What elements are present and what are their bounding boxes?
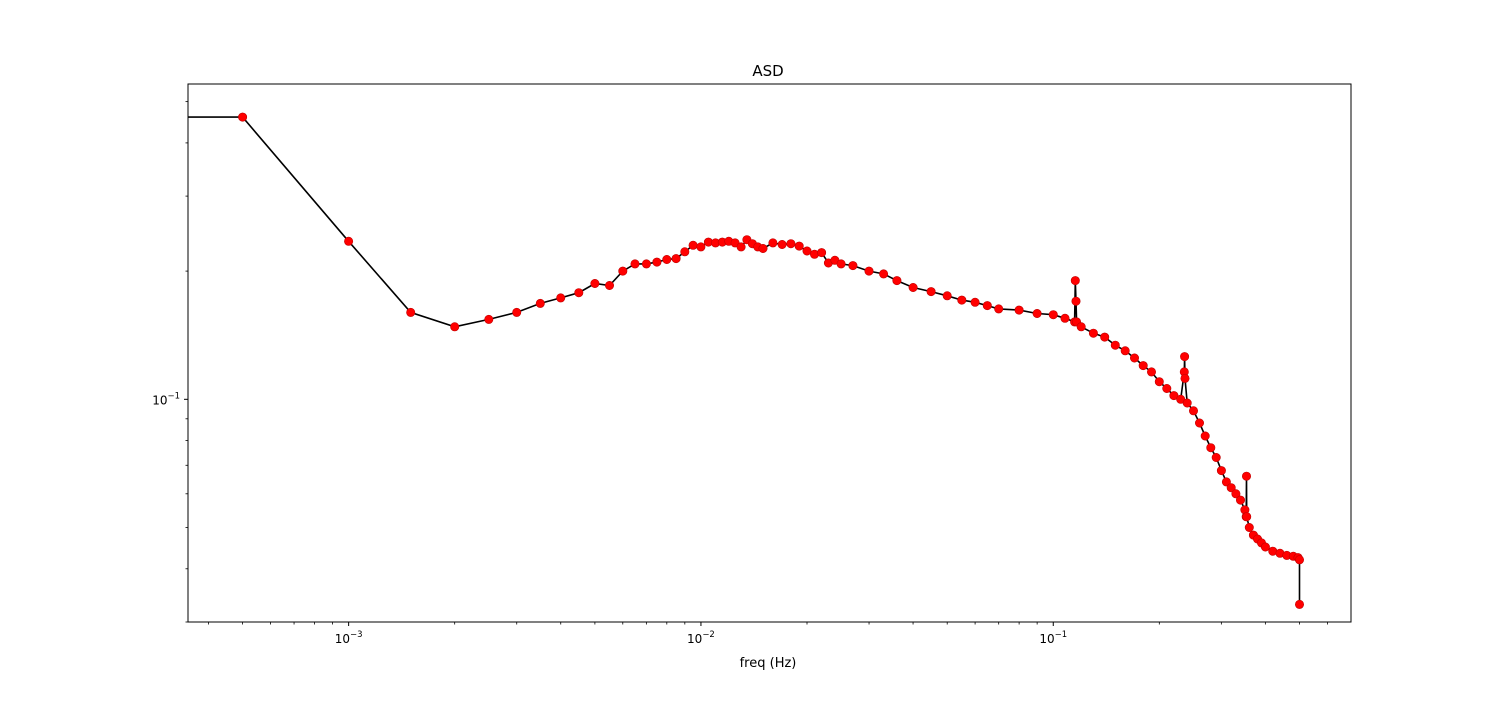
data-point [484,314,494,324]
data-point [768,238,778,248]
data-point [574,288,584,298]
data-point [1226,483,1236,493]
data-point [1195,418,1205,428]
data-point [1180,373,1190,383]
data-point [926,287,936,297]
data-point [1014,305,1024,315]
data-point [864,266,874,276]
data-point [1147,367,1157,377]
data-point [1071,296,1081,306]
data-point [1206,443,1216,453]
data-point [879,269,889,279]
data-point [1236,495,1246,505]
data-point [817,248,827,258]
data-point [1100,332,1110,342]
data-point [652,257,662,267]
y-tick-label: 10−1 [152,391,180,407]
plot-area [188,112,1305,609]
data-point [1244,522,1254,532]
data-point [1242,512,1252,522]
data-point [641,259,651,269]
data-point [908,282,918,292]
data-point [662,255,672,265]
data-point [1169,391,1179,401]
data-point [512,307,522,317]
data-point [1295,599,1305,609]
data-point [1182,398,1192,408]
data-point [1138,361,1148,371]
data-point [590,278,600,288]
data-point [786,239,796,249]
data-point [1242,471,1252,481]
data-point [802,246,812,256]
data-point [1221,477,1231,487]
data-point [836,259,846,269]
x-tick-label: 10−2 [687,630,715,646]
data-point [238,112,248,122]
data-point [1032,308,1042,318]
data-point [696,242,706,252]
data-point [892,276,902,286]
data-point [450,322,460,332]
data-point [736,242,746,252]
data-point [406,307,416,317]
data-point [1120,346,1130,356]
data-point [556,293,566,303]
data-point [671,254,681,264]
data-point [688,240,698,250]
x-axis: 10−3 10−2 10−1 [208,622,1328,646]
data-point [777,240,787,250]
data-point [1088,328,1098,338]
x-tick-label: 10−1 [1039,630,1067,646]
data-point [1189,406,1199,416]
data-point [1130,353,1140,363]
data-point [1076,322,1086,332]
data-point [1231,489,1241,499]
data-point [1070,276,1080,286]
data-point [1216,466,1226,476]
axes-frame [187,83,1352,623]
data-point [994,304,1004,314]
data-point [982,301,992,311]
data-point [1180,352,1190,362]
data-point [680,247,690,257]
x-axis-label: freq (Hz) [740,656,797,671]
data-point [535,298,545,308]
data-point [1162,383,1172,393]
data-point [970,297,980,307]
data-point [630,259,640,269]
data-point [794,241,804,251]
data-point [1048,310,1058,320]
data-point [604,280,614,290]
y-axis: 10−1 [152,101,188,623]
data-point [618,266,628,276]
chart-title: ASD [752,62,783,80]
data-point [1154,377,1164,387]
data-point [1200,431,1210,441]
x-tick-label: 10−3 [335,630,363,646]
data-point [848,261,858,271]
data-point [1060,313,1070,323]
data-point [942,291,952,301]
data-point [957,295,967,305]
data-point [758,244,768,254]
data-point [1260,542,1270,552]
data-point [344,236,354,246]
data-point [1110,340,1120,350]
data-point [1295,555,1305,565]
data-point [1211,452,1221,462]
